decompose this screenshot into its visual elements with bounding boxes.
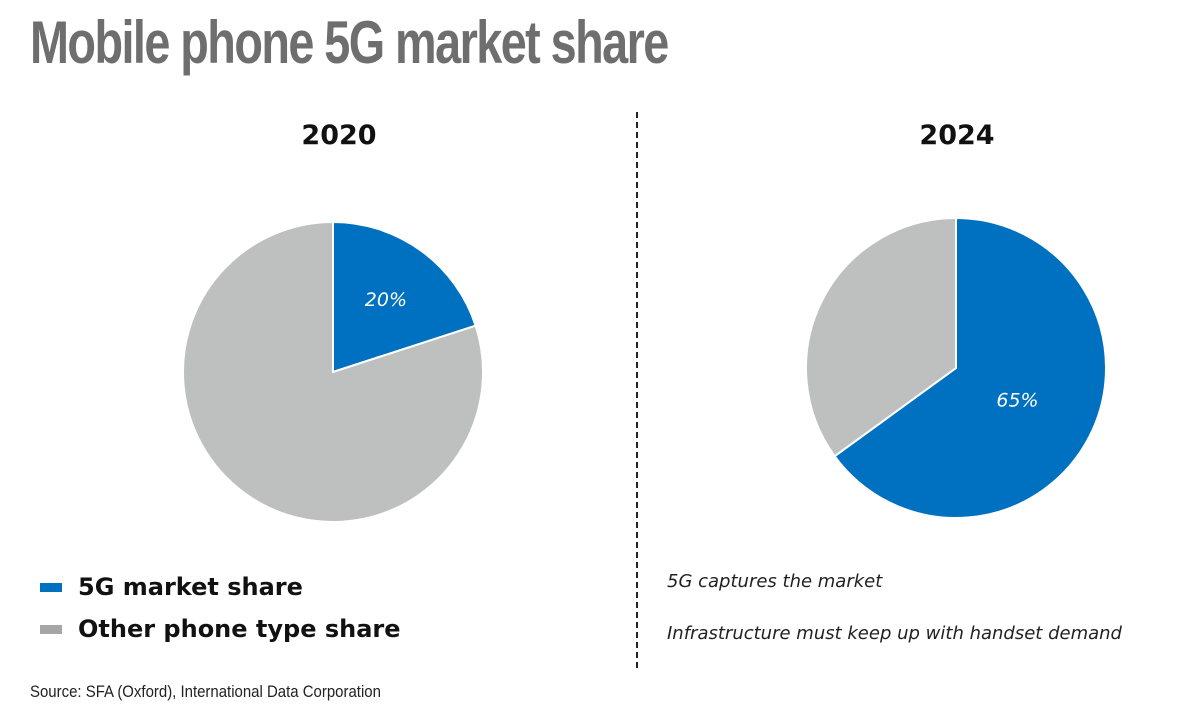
- legend: 5G market share Other phone type share: [40, 566, 401, 650]
- slice-label-2024: 65%: [996, 389, 1038, 411]
- legend-label-other: Other phone type share: [78, 615, 401, 643]
- pie-chart-2020: 20%: [182, 220, 484, 523]
- legend-label-5g: 5G market share: [78, 573, 303, 601]
- source-note: Source: SFA (Oxford), International Data…: [30, 682, 381, 701]
- pie-slice-2024-5g: [833, 216, 1107, 519]
- legend-swatch-other: [40, 624, 62, 634]
- divider: [636, 112, 638, 668]
- pie-slice-2024-other: [805, 216, 957, 458]
- pie-chart-2024: 65%: [805, 216, 1107, 519]
- pie-slice-2020-other: [182, 220, 484, 523]
- page-title: Mobile phone 5G market share: [30, 9, 669, 76]
- legend-swatch-5g: [40, 582, 62, 592]
- notes: 5G captures the market Infrastructure mu…: [667, 570, 1122, 674]
- chart-2024-title: 2024: [919, 120, 995, 151]
- note-2: Infrastructure must keep up with handset…: [667, 623, 1122, 644]
- legend-item-other: Other phone type share: [40, 608, 401, 650]
- legend-item-5g: 5G market share: [40, 566, 401, 608]
- chart-2020-title: 2020: [301, 120, 377, 151]
- slice-label-2020: 20%: [365, 289, 407, 311]
- pie-slice-2020-5g: [332, 220, 477, 374]
- note-1: 5G captures the market: [667, 571, 883, 592]
